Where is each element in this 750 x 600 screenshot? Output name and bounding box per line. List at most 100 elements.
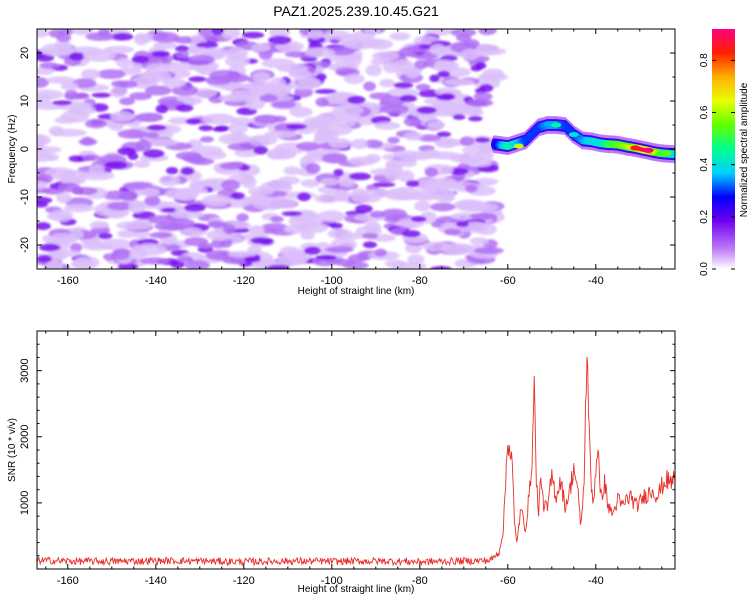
noise-blob: [401, 156, 418, 168]
noise-blob: [393, 82, 414, 89]
noise-blob: [48, 29, 65, 38]
noise-blob: [174, 189, 199, 201]
snr-line-group: [37, 356, 675, 567]
noise-blob: [122, 181, 153, 190]
noise-blob: [277, 176, 301, 185]
noise-blob: [81, 242, 115, 251]
noise-blob: [69, 242, 83, 253]
y-tick-label: 1000: [19, 491, 31, 515]
noise-blob: [439, 93, 456, 101]
noise-blob: [465, 184, 478, 193]
noise-blob: [258, 49, 273, 60]
noise-blob: [241, 175, 257, 189]
noise-blob: [248, 186, 275, 196]
noise-blob: [362, 232, 378, 240]
noise-blob: [129, 92, 152, 101]
noise-blob: [434, 194, 454, 203]
noise-blob: [281, 211, 303, 217]
noise-blob: [343, 73, 365, 85]
noise-blob: [219, 162, 243, 170]
noise-blob: [147, 215, 177, 224]
noise-blob: [170, 260, 185, 269]
noise-blob: [362, 241, 378, 249]
noise-blob: [462, 221, 488, 233]
noise-blob: [427, 120, 445, 130]
noise-blob: [415, 83, 431, 91]
noise-blob: [219, 94, 252, 102]
ridge-peak: [643, 147, 654, 153]
noise-blob: [37, 196, 53, 204]
noise-blob: [52, 100, 73, 106]
noise-blob: [153, 41, 177, 50]
noise-blob: [414, 201, 431, 212]
noise-blob: [365, 153, 381, 164]
noise-blob: [407, 254, 425, 265]
noise-blob: [82, 49, 117, 62]
noise-blob: [205, 249, 234, 261]
spectrogram-x-ticks: -160 -140 -120 -100 -80 -60 -40: [45, 29, 663, 287]
noise-blob: [37, 77, 50, 88]
noise-blob: [304, 47, 335, 58]
noise-blob: [48, 249, 82, 257]
snr-y-ticks: 1000 2000 3000: [19, 330, 675, 570]
noise-blob: [37, 146, 62, 154]
noise-blob: [187, 54, 215, 65]
noise-blob: [343, 40, 377, 50]
noise-blob: [428, 151, 461, 160]
noise-blob: [145, 132, 159, 139]
noise-blob: [286, 123, 307, 130]
x-tick-label: -40: [588, 575, 604, 587]
noise-blob: [37, 180, 49, 190]
noise-blob: [230, 117, 253, 125]
noise-blob: [468, 115, 483, 122]
noise-blob: [323, 30, 352, 40]
noise-blob: [145, 85, 172, 96]
noise-blob: [321, 153, 348, 164]
noise-blob: [146, 124, 167, 131]
noise-blob: [429, 202, 456, 212]
noise-blob: [259, 94, 278, 103]
noise-blob: [297, 192, 311, 202]
noise-blob: [314, 89, 337, 94]
noise-blob: [250, 237, 271, 245]
noise-blob: [97, 232, 113, 240]
noise-blob: [333, 169, 344, 177]
noise-blob: [449, 168, 469, 175]
noise-blob: [152, 32, 180, 43]
noise-blob: [304, 246, 321, 255]
ridge-peak: [661, 150, 672, 156]
noise-blob: [131, 55, 150, 64]
noise-blob: [195, 62, 217, 76]
noise-blob: [133, 160, 151, 168]
x-tick-label: -120: [233, 275, 255, 287]
noise-blob: [168, 117, 192, 125]
noise-blob: [176, 256, 194, 263]
x-tick-label: -160: [57, 575, 79, 587]
chart-title: PAZ1.2025.239.10.45.G21: [273, 3, 439, 19]
noise-blob: [305, 163, 321, 174]
noise-blob: [165, 167, 179, 175]
noise-blob: [242, 196, 262, 205]
noise-blob: [266, 264, 290, 269]
noise-blob: [474, 137, 491, 143]
noise-blob: [437, 70, 451, 78]
colorbar-tick-label: 0.0: [699, 262, 710, 276]
noise-blob: [369, 168, 402, 176]
noise-blob: [333, 189, 349, 202]
noise-blob: [117, 147, 136, 156]
noise-blob: [270, 198, 298, 208]
noise-blob: [424, 167, 439, 178]
noise-blob: [277, 252, 308, 266]
noise-blob: [224, 54, 250, 68]
noise-blob: [134, 33, 149, 46]
noise-blob: [271, 100, 296, 109]
noise-blob: [245, 96, 266, 110]
noise-blob: [459, 136, 475, 147]
noise-blob: [264, 130, 298, 139]
x-tick-label: -140: [145, 575, 167, 587]
spectrogram-y-ticks: -20 -10 0 10 20: [19, 28, 675, 270]
noise-blob: [283, 166, 301, 176]
noise-blob: [196, 41, 219, 49]
